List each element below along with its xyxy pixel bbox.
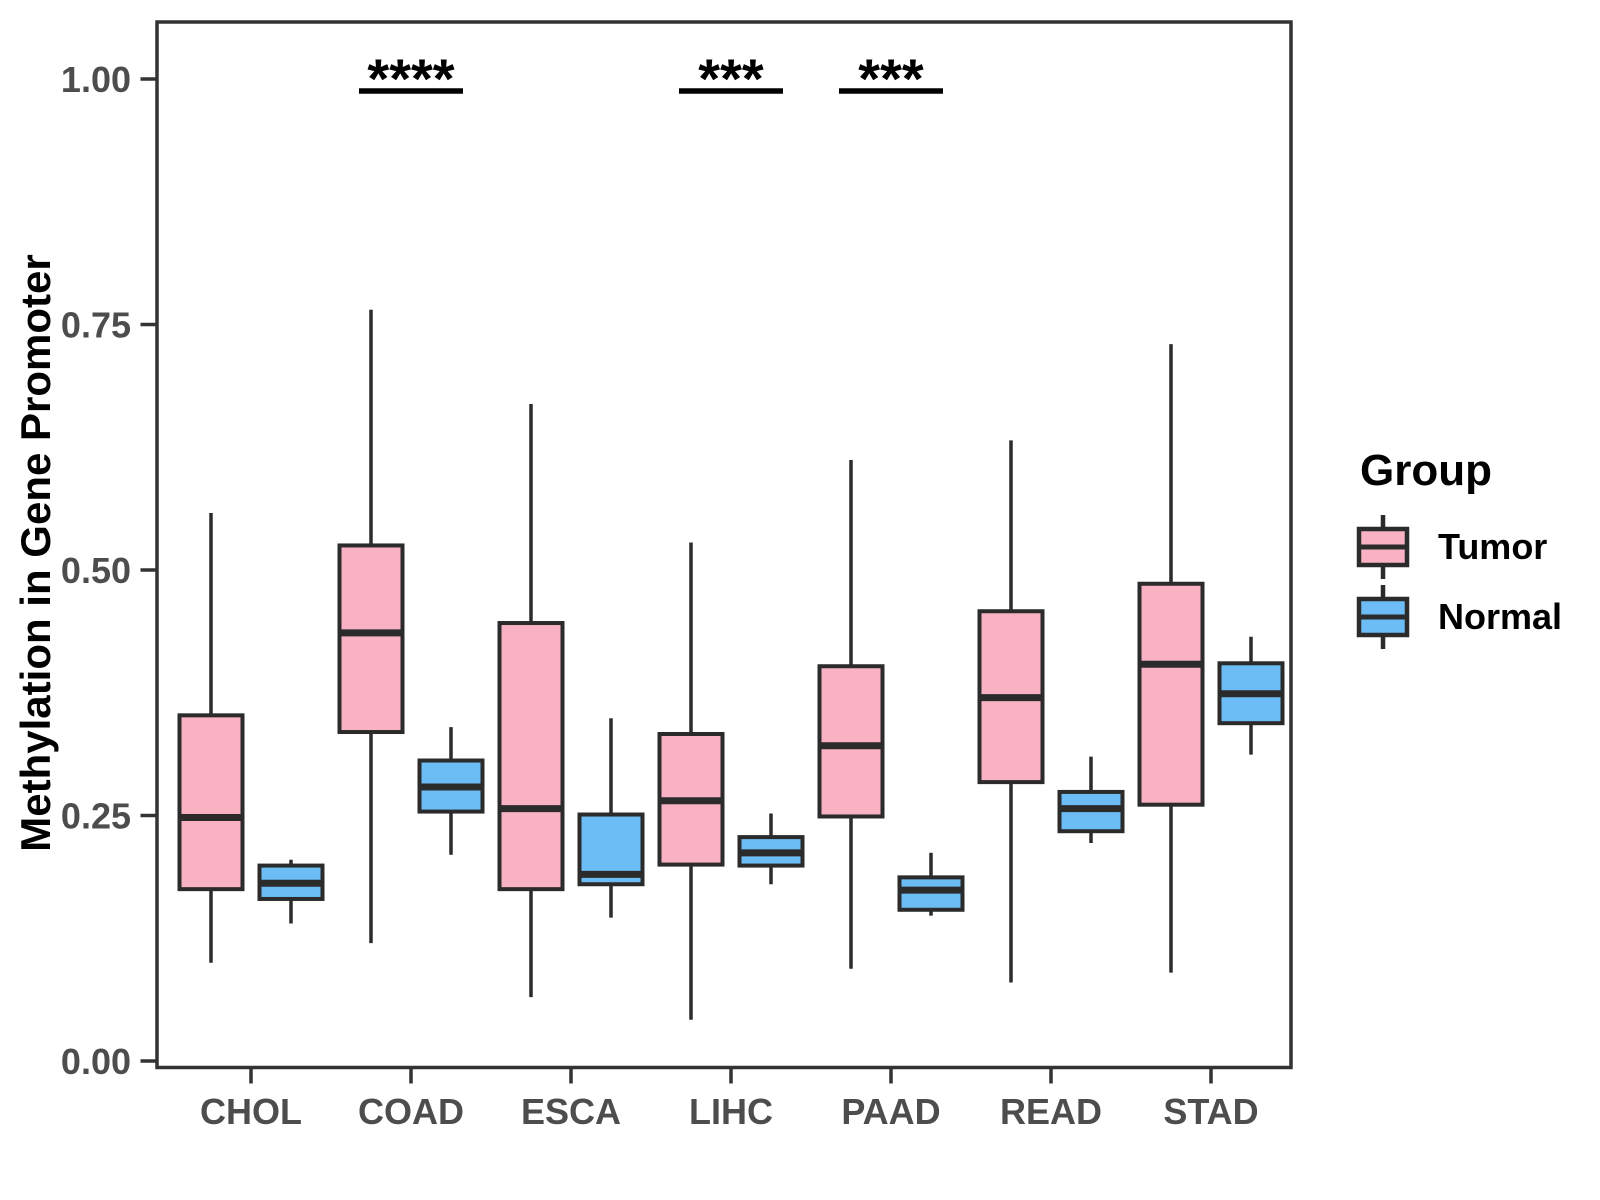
box-tumor-stad [1137,581,1205,807]
tumor-boxplot-key-icon [1356,515,1410,579]
legend-label-tumor: Tumor [1438,526,1548,567]
legend-title: Group [1360,446,1492,495]
box-tumor-paad [817,664,885,819]
x-axis-label-lihc: LIHC [689,1091,773,1132]
y-tick-label: 0.50 [61,550,131,591]
significance-label-paad: *** [858,47,924,110]
x-axis-label-esca: ESCA [521,1091,621,1132]
x-axis-label-chol: CHOL [200,1091,302,1132]
legend-label-normal: Normal [1438,596,1563,637]
box-tumor-chol [177,713,245,892]
legend-item-normal: Normal [1356,582,1562,652]
y-tick-label: 0.00 [61,1041,131,1082]
significance-label-lihc: *** [698,47,764,110]
legend-item-tumor: Tumor [1356,512,1562,582]
y-axis-title: Methylation in Gene Promoter [12,254,59,852]
legend: Group Tumor Normal [1356,446,1562,652]
y-tick-label: 0.25 [61,796,131,837]
normal-boxplot-key-icon [1356,585,1410,649]
panel-border [155,20,1293,1070]
x-axis-label-read: READ [1000,1091,1102,1132]
x-axis-label-stad: STAD [1163,1091,1258,1132]
box-tumor-esca [497,621,565,892]
box-tumor-coad [337,543,405,735]
significance-label-coad: **** [367,47,454,110]
x-axis-label-paad: PAAD [841,1091,940,1132]
y-tick-label: 1.00 [61,59,131,100]
y-tick-label: 0.75 [61,305,131,346]
x-axis-label-coad: COAD [358,1091,464,1132]
